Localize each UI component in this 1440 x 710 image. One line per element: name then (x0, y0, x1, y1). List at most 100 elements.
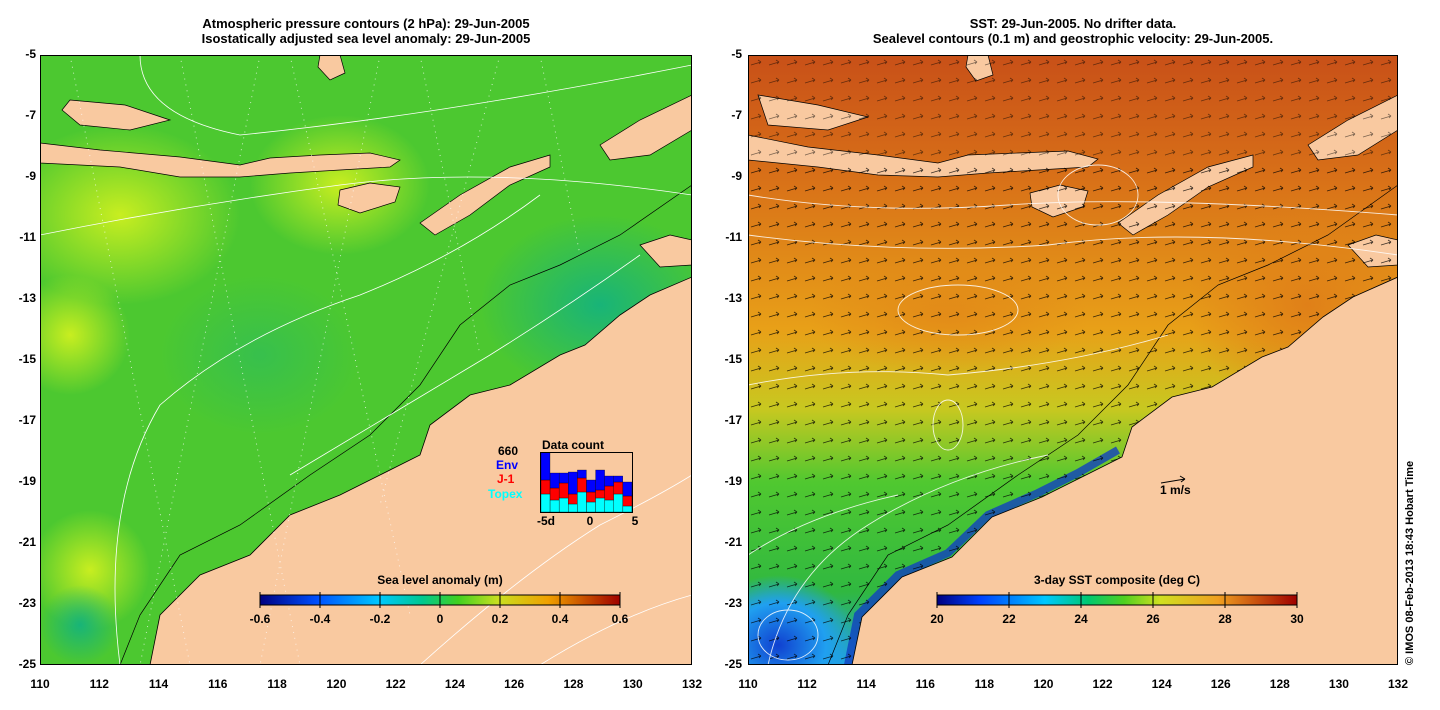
histogram-bar-segment (622, 495, 633, 507)
left-y-tick-label: -13 (18, 291, 36, 305)
histogram-bar-segment (549, 499, 560, 513)
right-x-tick-label: 126 (1210, 677, 1231, 691)
histogram-bar-segment (595, 489, 605, 499)
histogram-bar-segment (604, 485, 614, 501)
right-colorbar-title: 3-day SST composite (deg C) (1033, 573, 1201, 587)
right-cb-tick-1: 20 (930, 612, 944, 626)
right-y-tick-label: -7 (731, 108, 742, 122)
histogram-bar-segment (568, 471, 578, 495)
left-y-tick-label: -25 (18, 657, 36, 671)
left-x-tick-label: 118 (267, 677, 287, 691)
left-x-tick-label: 126 (504, 677, 525, 691)
histogram-bar-segment (577, 469, 587, 479)
right-x-tick-label: 128 (1269, 677, 1290, 691)
right-y-tick-label: -13 (724, 291, 742, 305)
legend-topex: Topex (488, 487, 523, 501)
histogram-bar-segment (577, 477, 587, 493)
left-x-tick-label: 128 (563, 677, 584, 691)
data-count-total: 660 (498, 444, 519, 458)
right-x-tick-label: 118 (974, 677, 995, 691)
right-cb-tick-2: 22 (1002, 612, 1016, 626)
left-y-tick-label: -19 (18, 474, 36, 488)
right-y-tick-label: -25 (724, 657, 742, 671)
right-x-tick-label: 112 (797, 677, 817, 691)
credit-text: © IMOS 08-Feb-2013 18:43 Hobart Time (1404, 460, 1416, 665)
sea-level-anomaly-map (40, 55, 692, 665)
left-x-tick-label: 114 (148, 677, 169, 691)
left-x-tick-label: 110 (30, 677, 50, 691)
right-cb-tick-6: 30 (1290, 612, 1304, 626)
right-y-tick-label: -5 (731, 47, 742, 61)
left-cb-tick-5: 0.2 (491, 612, 509, 626)
left-y-tick-label: -11 (19, 230, 36, 244)
left-cb-tick-1: -0.6 (249, 612, 271, 626)
left-cb-tick-2: -0.4 (309, 612, 331, 626)
histogram-bar-segment (613, 493, 623, 513)
left-x-tick-label: 116 (208, 677, 228, 691)
right-x-tick-label: 132 (1387, 677, 1409, 691)
right-y-tick-label: -19 (724, 474, 742, 488)
right-title-line1: SST: 29-Jun-2005. No drifter data. (969, 16, 1177, 31)
histogram-bar-segment (540, 479, 551, 495)
left-cb-tick-7: 0.6 (611, 612, 629, 626)
right-x-tick-label: 120 (1033, 677, 1054, 691)
right-title-line2: Sealevel contours (0.1 m) and geostrophi… (872, 31, 1274, 46)
histogram-bar-segment (549, 487, 560, 501)
right-y-tick-label: -21 (724, 535, 742, 549)
velocity-scale-label: 1 m/s (1160, 483, 1191, 497)
histogram-bar-segment (568, 493, 578, 505)
left-title-line1: Atmospheric pressure contours (2 hPa): 2… (202, 16, 530, 31)
hist-tick-end: 5 (631, 514, 639, 528)
right-x-tick-label: 130 (1328, 677, 1349, 691)
right-y-tick-label: -11 (725, 230, 742, 244)
left-y-tick-label: -23 (18, 596, 36, 610)
right-x-tick-label: 114 (856, 677, 876, 691)
right-y-tick-label: -9 (731, 169, 742, 183)
histogram-bar-segment (568, 503, 578, 513)
left-colorbar (259, 592, 621, 608)
histogram-bar-segment (586, 501, 596, 513)
data-count-title: Data count (542, 438, 605, 452)
histogram-bar-segment (586, 491, 596, 503)
left-x-tick-label: 124 (444, 677, 465, 691)
right-x-tick-label: 122 (1092, 677, 1113, 691)
histogram-bar-segment (559, 472, 569, 484)
histogram-bar-segment (622, 505, 633, 513)
histogram-bar-segment (604, 475, 614, 487)
left-cb-tick-4: 0 (436, 612, 444, 626)
left-cb-tick-6: 0.4 (551, 612, 569, 626)
histogram-bar-segment (540, 452, 551, 481)
left-colorbar-title: Sea level anomaly (m) (377, 573, 503, 587)
legend-j1: J-1 (497, 472, 515, 486)
left-x-tick-label: 112 (89, 677, 109, 691)
left-cb-tick-3: -0.2 (369, 612, 391, 626)
left-y-tick-label: -7 (25, 108, 36, 122)
right-cb-tick-4: 26 (1146, 612, 1160, 626)
right-colorbar (936, 592, 1298, 608)
left-x-tick-label: 132 (681, 677, 703, 691)
data-count-histogram (540, 452, 633, 513)
hist-tick-start: -5d (537, 514, 555, 528)
histogram-bar-segment (586, 479, 596, 493)
histogram-bar-segment (622, 481, 633, 497)
left-x-tick-label: 120 (326, 677, 347, 691)
histogram-bar-segment (595, 497, 605, 513)
left-x-tick-label: 122 (385, 677, 406, 691)
histogram-bar-segment (604, 499, 614, 513)
right-x-tick-label: 110 (738, 677, 758, 691)
histogram-bar-segment (559, 482, 569, 499)
right-cb-tick-3: 24 (1074, 612, 1088, 626)
left-x-tick-label: 130 (622, 677, 643, 691)
histogram-bar-segment (549, 472, 560, 489)
right-cb-tick-5: 28 (1218, 612, 1232, 626)
left-y-tick-label: -21 (18, 535, 36, 549)
left-y-tick-label: -9 (25, 169, 36, 183)
left-y-tick-label: -17 (18, 413, 36, 427)
histogram-bar-segment (595, 469, 605, 491)
right-y-tick-label: -17 (724, 413, 742, 427)
left-y-tick-label: -15 (18, 352, 36, 366)
legend-env: Env (496, 458, 519, 472)
right-x-tick-label: 124 (1151, 677, 1172, 691)
right-y-tick-label: -23 (724, 596, 742, 610)
histogram-bar-segment (559, 497, 569, 513)
